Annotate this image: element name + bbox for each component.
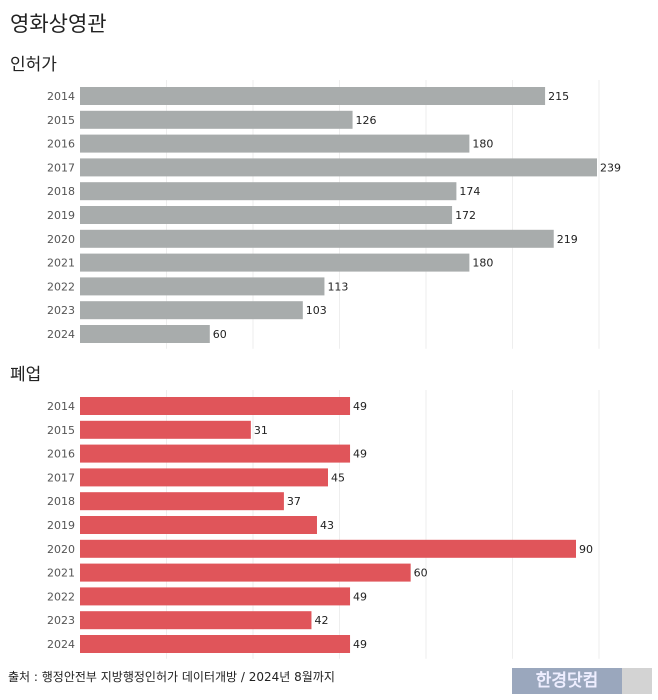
category-label: 2015 [47,114,75,127]
value-label: 126 [356,114,377,127]
category-label: 2024 [47,328,75,341]
value-label: 49 [353,400,367,413]
value-label: 49 [353,448,367,461]
value-label: 103 [306,304,327,317]
category-label: 2018 [47,495,75,508]
category-label: 2019 [47,209,75,222]
category-label: 2022 [47,280,75,293]
closure-chart-title: 폐업 [10,365,42,385]
bar [80,182,457,201]
value-label: 60 [213,328,227,341]
bar [80,134,470,153]
value-label: 172 [455,209,476,222]
bar [80,492,284,511]
bar [80,206,453,224]
bar [80,87,546,105]
figure-title: 영화상영관 [10,12,107,36]
bar [80,611,312,630]
bar [80,563,411,582]
bar [80,325,210,343]
bar [80,229,554,248]
value-label: 31 [254,424,268,437]
value-label: 90 [579,543,593,556]
value-label: 49 [353,638,367,651]
bar [80,516,317,534]
value-label: 180 [472,138,493,151]
category-label: 2023 [47,614,75,627]
value-label: 215 [548,90,569,103]
value-label: 180 [472,257,493,270]
bar [80,420,251,439]
category-label: 2014 [47,90,75,103]
category-label: 2023 [47,304,75,317]
bar [80,301,303,320]
category-label: 2020 [47,543,75,556]
value-label: 42 [314,614,328,627]
category-label: 2015 [47,424,75,437]
value-label: 60 [414,567,428,580]
closure-chart: 2014 49 2015 31 2016 49 2017 45 2018 37 2019 43 2020… [47,390,600,659]
bar [80,253,470,272]
bar [80,539,576,558]
category-label: 2022 [47,590,75,603]
category-label: 2014 [47,400,75,413]
value-label: 239 [600,161,621,174]
category-label: 2017 [47,161,75,174]
value-label: 113 [327,280,348,293]
category-label: 2021 [47,257,75,270]
bar [80,110,353,129]
bar [80,444,351,463]
value-label: 174 [459,185,480,198]
category-label: 2016 [47,448,75,461]
permit-chart: 2014 215 2015 126 2016 180 2017 239 2018 174 2019 1… [47,80,621,349]
bar [80,397,351,415]
watermark-text: 한경닷컴 [512,668,622,694]
value-label: 43 [320,519,334,532]
category-label: 2020 [47,233,75,246]
permit-chart-title: 인허가 [10,55,57,75]
bar [80,158,597,177]
category-label: 2024 [47,638,75,651]
value-label: 49 [353,590,367,603]
watermark-logo: 한경닷컴 [512,668,652,694]
category-label: 2017 [47,471,75,484]
category-label: 2021 [47,567,75,580]
category-label: 2018 [47,185,75,198]
source-note: 출처 : 행정안전부 지방행정인허가 데이터개방 / 2024년 8월까지 [8,670,335,684]
bar [80,468,328,487]
bar [80,277,325,296]
category-label: 2016 [47,138,75,151]
value-label: 45 [331,471,345,484]
value-label: 37 [287,495,301,508]
category-label: 2019 [47,519,75,532]
bar [80,587,351,606]
bar [80,635,351,653]
value-label: 219 [557,233,578,246]
